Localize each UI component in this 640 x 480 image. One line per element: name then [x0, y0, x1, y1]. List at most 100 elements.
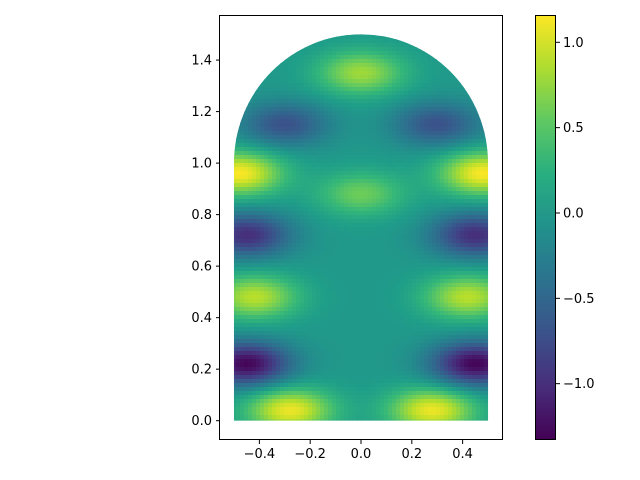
heatmap-cell: [388, 91, 393, 96]
heatmap-cell: [356, 347, 361, 352]
heatmap-cell: [292, 387, 297, 392]
heatmap-cell: [300, 151, 305, 156]
heatmap-cell: [252, 395, 257, 400]
heatmap-cell: [268, 219, 273, 224]
heatmap-cell: [240, 263, 245, 268]
heatmap-cell: [236, 51, 241, 56]
heatmap-cell: [233, 243, 237, 248]
heatmap-cell: [304, 163, 309, 168]
heatmap-cell: [300, 423, 305, 428]
heatmap-cell: [300, 331, 305, 336]
heatmap-cell: [264, 259, 269, 264]
heatmap-cell: [228, 103, 233, 108]
heatmap-cell: [280, 299, 285, 304]
heatmap-cell: [304, 343, 309, 348]
heatmap-cell: [376, 403, 381, 408]
heatmap-cell: [244, 311, 249, 316]
heatmap-cell: [300, 287, 305, 292]
heatmap-cell: [336, 367, 341, 372]
heatmap-cell: [316, 355, 321, 360]
heatmap-cell: [236, 71, 241, 76]
heatmap-cell: [304, 415, 309, 420]
heatmap-cell: [340, 235, 345, 240]
heatmap-cell: [376, 215, 381, 220]
heatmap-cell: [364, 259, 369, 264]
heatmap-cell: [256, 79, 261, 84]
heatmap-cell: [308, 135, 313, 140]
heatmap-cell: [280, 191, 285, 196]
heatmap-cell: [240, 215, 245, 220]
heatmap-cell: [316, 331, 321, 336]
heatmap-cell: [320, 359, 325, 364]
heatmap-cell: [272, 51, 277, 56]
heatmap-cell: [324, 263, 329, 268]
heatmap-cell: [340, 151, 345, 156]
heatmap-cell: [296, 83, 301, 88]
heatmap-cell: [388, 199, 393, 204]
heatmap-cell: [352, 239, 357, 244]
heatmap-cell: [356, 115, 361, 120]
heatmap-cell: [324, 163, 329, 168]
heatmap-cell: [228, 243, 233, 248]
heatmap-cell: [288, 151, 293, 156]
heatmap-cell: [332, 423, 337, 428]
heatmap-cell: [360, 75, 365, 80]
heatmap-cell: [272, 263, 277, 268]
heatmap-cell: [276, 359, 281, 364]
heatmap-cell: [396, 327, 401, 332]
heatmap-cell: [348, 383, 353, 388]
heatmap-cell: [304, 119, 309, 124]
heatmap-cell: [272, 171, 277, 176]
heatmap-cell: [284, 367, 289, 372]
heatmap-cell: [244, 95, 249, 100]
heatmap-cell: [344, 171, 349, 176]
heatmap-cell: [340, 415, 345, 420]
heatmap-cell: [348, 19, 353, 24]
heatmap-cell: [392, 303, 397, 308]
heatmap-cell: [288, 339, 293, 344]
heatmap-cell: [268, 319, 273, 324]
heatmap-cell: [364, 355, 369, 360]
heatmap-cell: [244, 431, 249, 436]
heatmap-cell: [328, 47, 333, 52]
heatmap-cell: [228, 263, 233, 268]
heatmap-cell: [228, 311, 233, 316]
heatmap-cell: [344, 183, 349, 188]
heatmap-cell: [328, 347, 333, 352]
heatmap-cell: [264, 135, 269, 140]
heatmap-cell: [332, 63, 337, 68]
heatmap-cell: [380, 143, 385, 148]
heatmap-cell: [404, 147, 409, 152]
heatmap-cell: [328, 403, 333, 408]
heatmap-cell: [324, 123, 329, 128]
heatmap-cell: [272, 303, 277, 308]
heatmap-cell: [400, 267, 405, 272]
heatmap-cell: [360, 23, 365, 28]
heatmap-cell: [400, 243, 405, 248]
heatmap-cell: [260, 135, 265, 140]
heatmap-cell: [364, 111, 369, 116]
heatmap-cell: [276, 63, 281, 68]
heatmap-cell: [400, 195, 405, 200]
heatmap-cell: [360, 127, 365, 132]
heatmap-cell: [296, 231, 301, 236]
heatmap-cell: [340, 215, 345, 220]
heatmap-cell: [328, 51, 333, 56]
heatmap-cell: [396, 307, 401, 312]
heatmap-cell: [224, 115, 229, 120]
heatmap-cell: [264, 163, 269, 168]
heatmap-cell: [364, 175, 369, 180]
heatmap-cell: [272, 283, 277, 288]
heatmap-cell: [248, 199, 253, 204]
heatmap-cell: [248, 195, 253, 200]
heatmap-cell: [392, 119, 397, 124]
heatmap-cell: [404, 107, 409, 112]
heatmap-cell: [320, 34, 325, 36]
heatmap-cell: [264, 431, 269, 436]
heatmap-cell: [324, 351, 329, 356]
heatmap-cell: [352, 247, 357, 252]
heatmap-cell: [272, 135, 277, 140]
heatmap-cell: [368, 79, 373, 84]
heatmap-cell: [240, 367, 245, 372]
heatmap-cell: [264, 207, 269, 212]
